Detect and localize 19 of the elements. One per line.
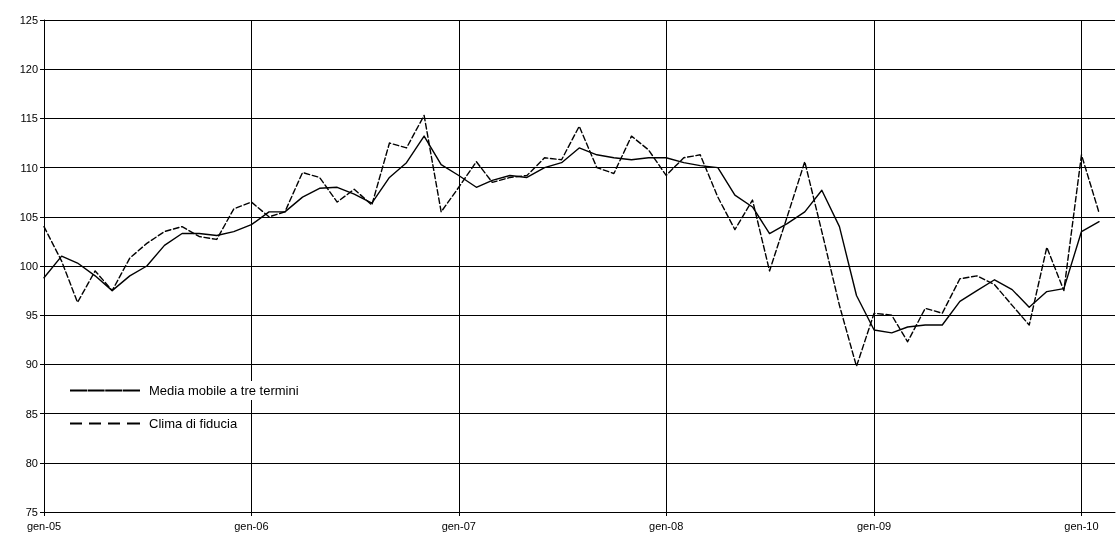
y-tick-label: 125 xyxy=(19,14,38,26)
x-tick-label: gen-05 xyxy=(26,519,62,532)
y-tick-label: 90 xyxy=(25,358,38,371)
x-tick-label: gen-06 xyxy=(234,519,269,532)
y-tick-label: 110 xyxy=(20,161,38,174)
y-tick-label: 80 xyxy=(25,456,38,469)
y-tick-label: 85 xyxy=(25,407,38,420)
y-tick-label: 120 xyxy=(19,63,38,76)
x-tick-label: gen-08 xyxy=(649,519,684,532)
x-tick-label: gen-07 xyxy=(441,519,476,532)
y-tick-label: 95 xyxy=(25,309,38,322)
x-tick-label: gen-09 xyxy=(856,519,892,532)
y-tick-label: 100 xyxy=(19,260,38,272)
x-tick-label: gen-10 xyxy=(1064,519,1099,532)
y-tick-label: 75 xyxy=(25,506,38,518)
y-tick-label: 115 xyxy=(20,112,38,125)
y-tick-label: 105 xyxy=(19,210,38,223)
legend-label: Media mobile a tre termini xyxy=(149,383,299,398)
legend-label: Clima di fiducia xyxy=(149,416,238,431)
